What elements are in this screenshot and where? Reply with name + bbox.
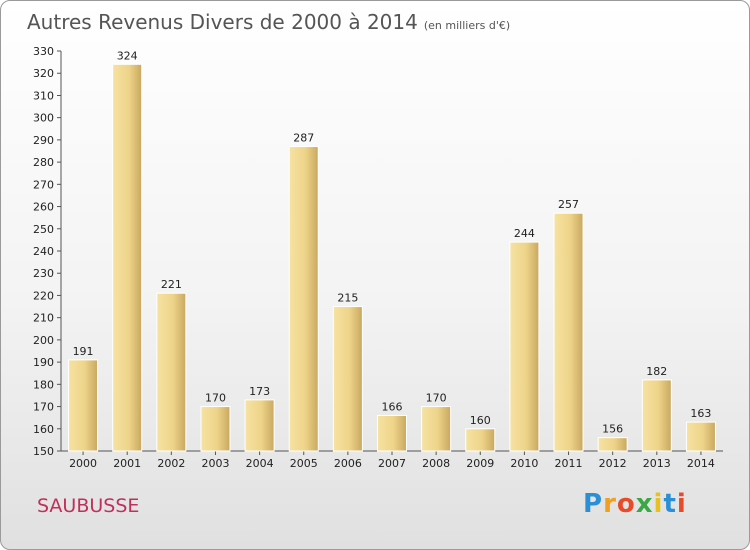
chart-title: Autres Revenus Divers de 2000 à 2014 (en … <box>27 10 510 34</box>
bar <box>200 406 231 452</box>
bar <box>421 406 452 452</box>
bar-value-label: 170 <box>426 392 447 405</box>
y-tick-label: 250 <box>33 223 54 236</box>
bar <box>112 63 143 452</box>
x-tick-label: 2009 <box>466 457 494 470</box>
bar-value-label: 257 <box>558 198 579 211</box>
x-tick-label: 2014 <box>687 457 715 470</box>
bar <box>465 428 496 452</box>
logo-letter: i <box>676 489 687 519</box>
axes: 150 160 170 180 190 200 210 220 230 240 250 260 270 2… <box>33 45 723 470</box>
bar-value-label: 244 <box>514 227 535 240</box>
y-tick-label: 200 <box>33 334 54 347</box>
y-tick-label: 190 <box>33 356 54 369</box>
title-text: Autres Revenus Divers de 2000 à 2014 <box>27 10 418 34</box>
bar <box>377 414 407 452</box>
y-tick-label: 220 <box>33 289 54 302</box>
bar <box>288 146 319 452</box>
y-tick-label: 210 <box>33 312 54 325</box>
y-tick-label: 280 <box>33 156 54 169</box>
y-tick-label: 290 <box>33 134 54 147</box>
y-tick-label: 320 <box>33 67 54 80</box>
bar-value-label: 221 <box>161 278 182 291</box>
y-tick-label: 150 <box>33 445 54 458</box>
x-tick-label: 2012 <box>599 457 627 470</box>
y-tick-label: 240 <box>33 245 54 258</box>
logo-letter: r <box>603 489 617 519</box>
data-labels: 191 324 221 170 173 287 215 166 170 160 244 257 156 1… <box>73 49 712 435</box>
y-tick-label: 300 <box>33 112 54 125</box>
x-tick-label: 2008 <box>422 457 450 470</box>
y-tick-label: 160 <box>33 423 54 436</box>
bar-value-label: 170 <box>205 392 226 405</box>
y-tick-label: 170 <box>33 401 54 414</box>
bar-value-label: 182 <box>646 365 667 378</box>
x-tick-label: 2000 <box>69 457 97 470</box>
logo-letter: o <box>616 489 636 519</box>
x-tick-label: 2007 <box>378 457 406 470</box>
x-tick-label: 2004 <box>246 457 274 470</box>
logo-letter: x <box>635 489 654 519</box>
bar <box>332 306 363 452</box>
proxiti-logo: Proxiti <box>583 489 687 519</box>
y-tick-label: 330 <box>33 45 54 58</box>
bar <box>685 421 716 452</box>
y-tick-label: 180 <box>33 378 54 391</box>
bar <box>553 212 584 452</box>
x-tick-label: 2005 <box>290 457 318 470</box>
bars <box>68 63 716 452</box>
logo-letter: P <box>583 489 604 519</box>
bar-value-label: 156 <box>602 423 623 436</box>
x-tick-label: 2010 <box>510 457 538 470</box>
x-tick-label: 2002 <box>157 457 185 470</box>
logo-letter: t <box>663 489 677 519</box>
bar <box>509 241 540 452</box>
bar-value-label: 160 <box>470 414 491 427</box>
bar-value-label: 163 <box>690 407 711 420</box>
x-tick-label: 2013 <box>643 457 671 470</box>
bar-value-label: 324 <box>117 49 138 62</box>
bar-value-label: 166 <box>382 400 403 413</box>
bar <box>244 399 275 452</box>
bar <box>641 379 672 452</box>
x-tick-label: 2003 <box>201 457 229 470</box>
logo-letter: i <box>653 489 664 519</box>
title-unit: (en milliers d'€) <box>423 19 511 32</box>
bar <box>68 359 99 452</box>
x-tick-label: 2001 <box>113 457 141 470</box>
commune-name: SAUBUSSE <box>37 495 140 517</box>
bar <box>597 437 628 452</box>
y-tick-label: 310 <box>33 89 54 102</box>
y-tick-label: 260 <box>33 201 54 214</box>
bar-value-label: 215 <box>337 292 358 305</box>
x-tick-label: 2006 <box>334 457 362 470</box>
x-tick-label: 2011 <box>555 457 583 470</box>
bar-value-label: 191 <box>73 345 94 358</box>
y-tick-label: 270 <box>33 178 54 191</box>
bar-value-label: 287 <box>293 132 314 145</box>
y-tick-label: 230 <box>33 267 54 280</box>
bar-value-label: 173 <box>249 385 270 398</box>
bar <box>156 292 187 452</box>
